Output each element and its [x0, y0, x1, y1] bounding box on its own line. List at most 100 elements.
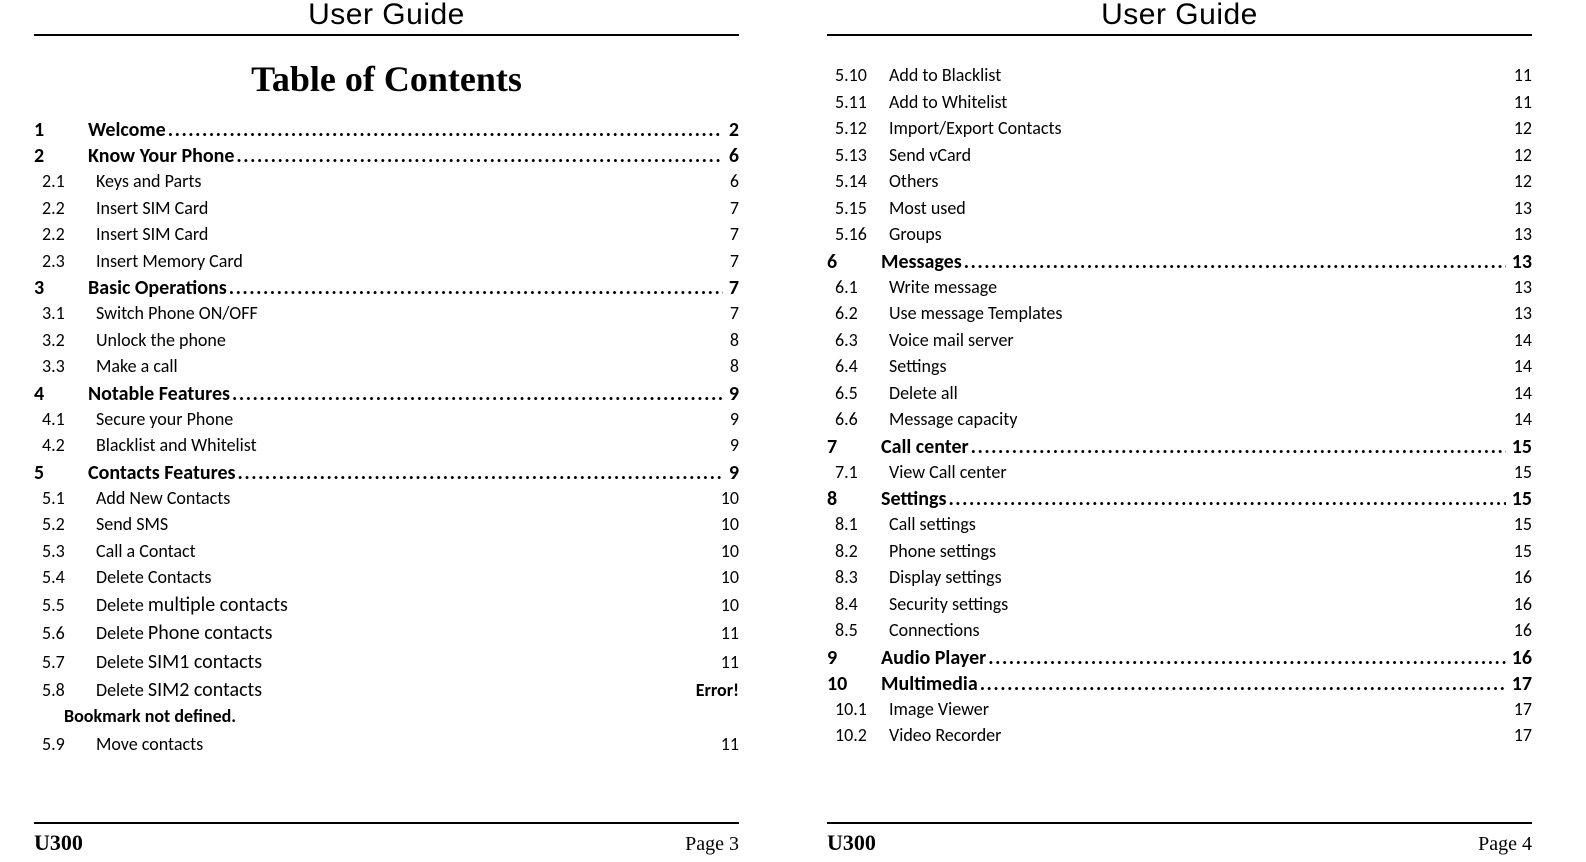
toc-page-number: 11	[1508, 93, 1532, 111]
toc-row: 5.4Delete Contacts10	[34, 568, 739, 586]
toc-row: 1Welcome................................…	[34, 120, 739, 140]
toc-page-number: 15	[1506, 437, 1532, 457]
page-left: User Guide Table of Contents 1Welcome...…	[0, 0, 793, 862]
toc-leader: ........................................…	[946, 489, 1505, 509]
toc-number: 10.2	[827, 726, 889, 744]
toc-row: 6.6Message capacity14	[827, 410, 1532, 428]
toc-page-number: 10	[715, 542, 739, 560]
toc-page-number: 12	[1508, 146, 1532, 164]
toc-text: Delete multiple contacts	[96, 595, 288, 615]
toc-text: Groups	[889, 225, 942, 243]
toc-page-number: 9	[723, 384, 739, 404]
toc-row: 5.9Move contacts11	[34, 735, 739, 753]
toc-text: Switch Phone ON/OFF	[96, 304, 258, 322]
toc-row: 2.1Keys and Parts6	[34, 172, 739, 190]
toc-page-number: 9	[724, 436, 739, 454]
toc-row: 8.4Security settings16	[827, 595, 1532, 613]
toc-text: Delete SIM1 contacts	[96, 652, 262, 672]
toc-row: 5.3Call a Contact10	[34, 542, 739, 560]
toc-row: 5Contacts Features......................…	[34, 463, 739, 483]
toc-leader: ........................................…	[986, 648, 1505, 668]
toc-page-number: 14	[1508, 331, 1532, 349]
toc-text: Multimedia	[881, 674, 978, 694]
toc-text: Send vCard	[889, 146, 971, 164]
toc-page-number: 13	[1508, 225, 1532, 243]
toc-page-number: 15	[1506, 489, 1532, 509]
toc-row: 6.5Delete all 14	[827, 384, 1532, 402]
toc-number: 5.6	[34, 624, 96, 642]
toc-row: 2.2Insert SIM Card7	[34, 225, 739, 243]
toc-text: Move contacts	[96, 735, 203, 753]
toc-page-number: 15	[1508, 515, 1532, 533]
toc-number: 4.2	[34, 436, 96, 454]
toc-row: 3.2Unlock the phone8	[34, 331, 739, 349]
toc-row: 5.7Delete SIM1 contacts11	[34, 652, 739, 672]
toc-page-number: 16	[1506, 648, 1532, 668]
toc-text: Delete Phone contacts	[96, 623, 272, 643]
toc-row: 2.2Insert SIM Card7	[34, 199, 739, 217]
toc-text: Image Viewer	[889, 700, 989, 718]
toc-page-number: 6	[724, 172, 739, 190]
toc-number: 8.4	[827, 595, 889, 613]
toc-text: Keys and Parts	[96, 172, 201, 190]
toc-number: 5.4	[34, 568, 96, 586]
toc-page-number: 13	[1508, 278, 1532, 296]
toc-number: 5.12	[827, 119, 889, 137]
toc-page-number: 7	[723, 278, 739, 298]
footer-rule-left	[34, 822, 739, 824]
toc-text: Settings	[881, 489, 946, 509]
toc-page-number: 17	[1508, 700, 1532, 718]
toc-row: 9Audio Player...........................…	[827, 648, 1532, 668]
toc-text: Voice mail server	[889, 331, 1014, 349]
toc-number: 5.15	[827, 199, 889, 217]
toc-text: Insert SIM Card	[96, 199, 208, 217]
toc-row: 8.5Connections16	[827, 621, 1532, 639]
toc-page-number: 13	[1506, 252, 1532, 272]
toc-text: Message capacity	[889, 410, 1017, 428]
toc-row: 5.12Import/Export Contacts12	[827, 119, 1532, 137]
toc-number: 5.10	[827, 66, 889, 84]
toc-row: 3.1Switch Phone ON/OFF7	[34, 304, 739, 322]
toc-number: 9	[827, 648, 881, 668]
toc-row: 5.5Delete multiple contacts10	[34, 595, 739, 615]
toc-text: Delete SIM2 contacts	[96, 680, 262, 700]
toc-leader: ........................................…	[227, 278, 723, 298]
toc-page-number: 16	[1508, 568, 1532, 586]
toc-text: Security settings	[889, 595, 1008, 613]
toc-text: Add to Whitelist	[889, 93, 1007, 111]
toc-text: Insert Memory Card	[96, 252, 243, 270]
toc-leader: ........................................…	[236, 463, 723, 483]
toc-page-number: 16	[1508, 621, 1532, 639]
toc-number: 5.2	[34, 515, 96, 533]
toc-text: Display settings	[889, 568, 1002, 586]
toc-page-number: 2	[723, 120, 739, 140]
toc-page-number: 6	[723, 146, 739, 166]
toc-number: 5.3	[34, 542, 96, 560]
toc-text: Call settings	[889, 515, 976, 533]
toc-number: 3.2	[34, 331, 96, 349]
toc-row: 4.2Blacklist and Whitelist9	[34, 436, 739, 454]
toc-page-number: 10	[715, 568, 739, 586]
toc-number: 8.3	[827, 568, 889, 586]
toc-page-number: 10	[715, 596, 739, 614]
toc-page-number: 7	[724, 304, 739, 322]
toc-page-number: 7	[724, 252, 739, 270]
toc-row: 5.11Add to Whitelist11	[827, 93, 1532, 111]
toc-page-number: 14	[1508, 384, 1532, 402]
footer-page-right: Page 4	[1478, 833, 1532, 856]
toc-text: Delete all	[889, 384, 958, 402]
toc-text: Make a call	[96, 357, 178, 375]
toc-text: Others	[889, 172, 938, 190]
toc-bookmark-error: Bookmark not defined.	[34, 705, 739, 727]
toc-number: 5.8	[34, 681, 96, 699]
toc-text: Call center	[881, 437, 969, 457]
toc-text: Use message Templates	[889, 304, 1062, 322]
toc-text: Secure your Phone	[96, 410, 233, 428]
toc-row: 3.3Make a call8	[34, 357, 739, 375]
toc-row: 10.1Image Viewer17	[827, 700, 1532, 718]
toc-text: Add to Blacklist	[889, 66, 1001, 84]
toc-number: 6.5	[827, 384, 889, 402]
toc-number: 5.16	[827, 225, 889, 243]
toc-number: 7	[827, 437, 881, 457]
toc-row: 8Settings...............................…	[827, 489, 1532, 509]
